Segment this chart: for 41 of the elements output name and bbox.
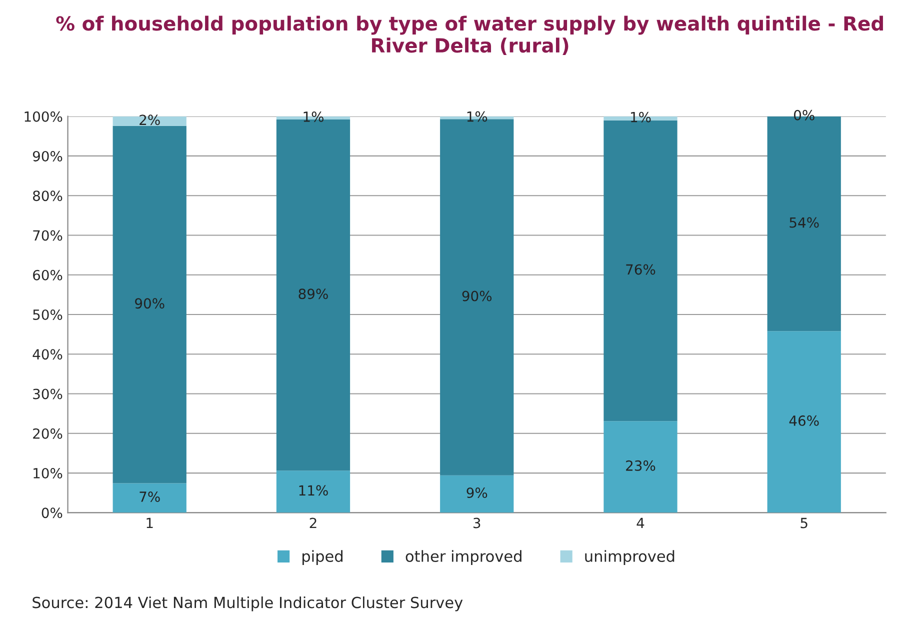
y-tick-label: 90%: [32, 150, 62, 162]
bar: [276, 470, 350, 513]
source-note: Source: 2014 Viet Nam Multiple Indicator Cluster Survey: [32, 596, 463, 612]
bar: [112, 126, 186, 484]
data-label: 54%: [790, 217, 819, 228]
data-label: 76%: [626, 264, 656, 275]
x-tick-label: 5: [800, 518, 808, 528]
data-label: 90%: [462, 290, 492, 302]
chart-title: % of household population by type of water supply by wealth quintile - Red River Delta (rural): [56, 16, 883, 55]
legend-label: unimproved: [585, 550, 674, 565]
y-tick-label: 100%: [24, 111, 62, 122]
x-tick-label: 2: [310, 518, 316, 528]
y-tick-label: 30%: [33, 388, 62, 400]
data-label: 9%: [466, 488, 488, 498]
x-tick-label: 4: [636, 518, 644, 528]
x-tick-label: 1: [146, 518, 153, 528]
data-label: 1%: [467, 111, 488, 122]
data-label: 7%: [140, 491, 160, 502]
data-label: 1%: [630, 112, 651, 122]
bar: [112, 116, 186, 126]
bar: [604, 421, 678, 513]
bar: [767, 331, 841, 513]
data-label: 11%: [299, 485, 328, 496]
y-tick-label: 20%: [33, 428, 62, 439]
data-label: 46%: [789, 415, 819, 426]
y-tick-label: 80%: [33, 190, 62, 202]
y-tick-label: 0%: [42, 508, 62, 518]
x-tick-label: 3: [474, 518, 480, 528]
bar: [440, 475, 514, 513]
y-tick-label: 70%: [33, 230, 62, 241]
y-tick-label: 60%: [33, 270, 62, 280]
y-tick-label: 10%: [34, 468, 62, 478]
data-label: 89%: [298, 288, 328, 300]
bar: [112, 483, 186, 513]
y-tick-label: 40%: [32, 349, 62, 360]
y-tick-label: 50%: [33, 309, 62, 320]
data-label: 90%: [135, 298, 164, 309]
data-label: 23%: [626, 460, 656, 471]
legend-label: other improved: [406, 550, 522, 565]
legend-label: piped: [302, 550, 342, 565]
data-label: 2%: [140, 114, 160, 126]
